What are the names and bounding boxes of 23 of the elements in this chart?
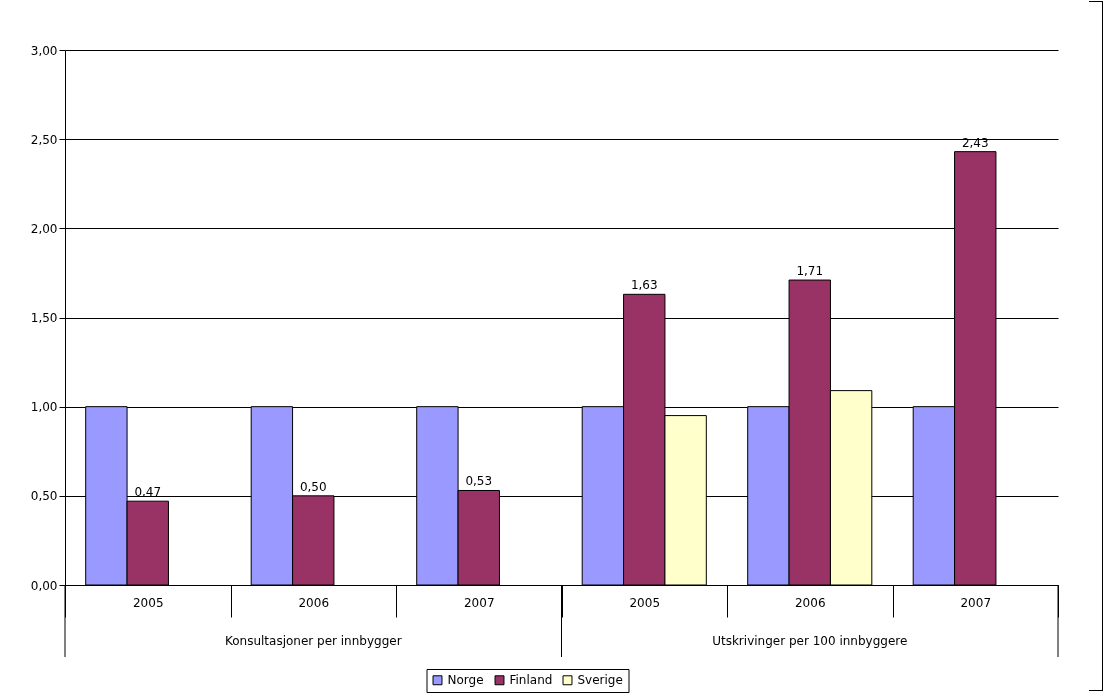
y-tick-label: 1,00 xyxy=(30,400,58,415)
x-tick-label: 2007 xyxy=(463,595,495,610)
data-label: 0,47 xyxy=(134,485,162,500)
y-tick-label: 3,00 xyxy=(30,43,58,58)
y-tick-label: 1,50 xyxy=(30,311,58,325)
data-label: 0,53 xyxy=(465,474,493,489)
y-tick-label: 0,00 xyxy=(30,578,58,593)
x-tick-label: 2005 xyxy=(629,595,661,610)
text: Utskrivinger per 100 innbyggere xyxy=(712,634,908,648)
x-tick-label: 2006 xyxy=(794,595,826,610)
data-label: 0,50 xyxy=(299,479,327,494)
data-label: 1,63 xyxy=(630,278,658,293)
text: Konsultasjoner per innbygger xyxy=(224,634,402,648)
y-tick-label: 2,00 xyxy=(30,221,58,236)
x-tick-label: 2005 xyxy=(132,595,164,610)
legend-label: Sverige xyxy=(577,673,623,688)
x-tick-label: 2007 xyxy=(960,595,992,610)
y-tick-label: 0,50 xyxy=(30,489,58,504)
legend-label: Norge xyxy=(447,673,484,688)
x-tick-label: 2006 xyxy=(298,595,330,610)
data-label: 1,71 xyxy=(796,264,824,279)
y-tick-label: 2,50 xyxy=(30,132,58,147)
legend-label: Finland xyxy=(509,673,553,688)
